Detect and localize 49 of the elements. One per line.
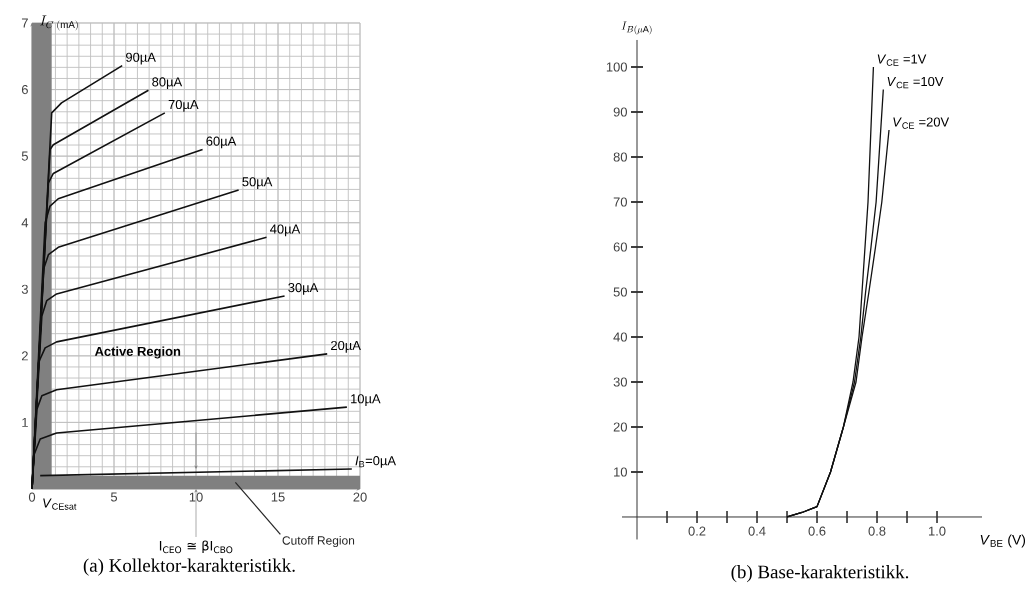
y-tick-label: 50 (613, 287, 627, 297)
y-tick-label: 1 (22, 417, 28, 427)
x-tick-label: 5 (110, 492, 118, 502)
band-label: Cutoff Region (282, 535, 355, 548)
series-label: 30µA (288, 283, 319, 295)
y-axis-title: $I_{C\;(\mathrm{mA})}$ (40, 15, 78, 31)
series-label: 90µA (126, 52, 156, 65)
y-tick-label: 40 (613, 332, 627, 342)
y-tick-label: 30 (613, 377, 627, 387)
x-tick-label: 10 (189, 492, 203, 502)
y-tick-label: 100 (606, 62, 627, 72)
series-label: V$_{CE}$ =20V (893, 117, 950, 129)
x-tick-label: 0.6 (808, 526, 826, 536)
y-axis-title: $I_{B(\mu\mathrm{A})}$ (621, 21, 652, 35)
y-tick-label: 4 (21, 218, 29, 228)
y-tick-label: 70 (613, 197, 627, 207)
x-tick-label: 0.4 (748, 526, 766, 536)
series-label: 50µA (242, 177, 273, 189)
y-tick-label: 80 (613, 152, 627, 162)
series-label: 70µA (168, 99, 199, 112)
y-tick-label: 20 (613, 422, 627, 432)
series-label: 40µA (270, 224, 301, 237)
x-tick-label: 15 (271, 492, 285, 502)
y-tick-label: 60 (613, 242, 627, 252)
series-label: V$_{CE}$ =10V (887, 76, 944, 89)
series-label: 10µA (351, 394, 381, 406)
text: (b) Base-karakteristikk. (731, 565, 909, 583)
x-tick-label: 0 (28, 492, 36, 502)
y-tick-label: 2 (21, 351, 28, 361)
x-axis-title: V$_{BE}$ (V) (980, 534, 1025, 548)
y-tick-label: 5 (21, 151, 28, 161)
series-label: I$_{B}$=0µA (355, 456, 396, 468)
text: V$_{CEsat}$ (43, 498, 77, 510)
y-tick-label: 90 (613, 107, 627, 117)
y-tick-label: 10 (614, 467, 627, 477)
y-tick-label: 3 (21, 284, 28, 294)
series-label: 80µA (152, 77, 183, 90)
annotation: Active Region (94, 346, 181, 359)
y-tick-label: 7 (21, 18, 28, 28)
x-tick-label: 20 (353, 492, 367, 502)
y-tick-label: 6 (21, 84, 28, 95)
text: (a) Kollektor-karakteristikk. (83, 558, 295, 576)
series-label: V$_{CE}$ =1V (877, 54, 927, 66)
series-label: 60µA (206, 136, 237, 149)
series-label: 20µA (331, 340, 361, 353)
x-tick-label: 1.0 (928, 526, 946, 536)
x-tick-label: 0.2 (688, 526, 706, 536)
x-tick-label: 0.8 (868, 526, 886, 536)
text: I$_{CEO}$ ≅ βI$_{CBO}$ (159, 540, 233, 554)
